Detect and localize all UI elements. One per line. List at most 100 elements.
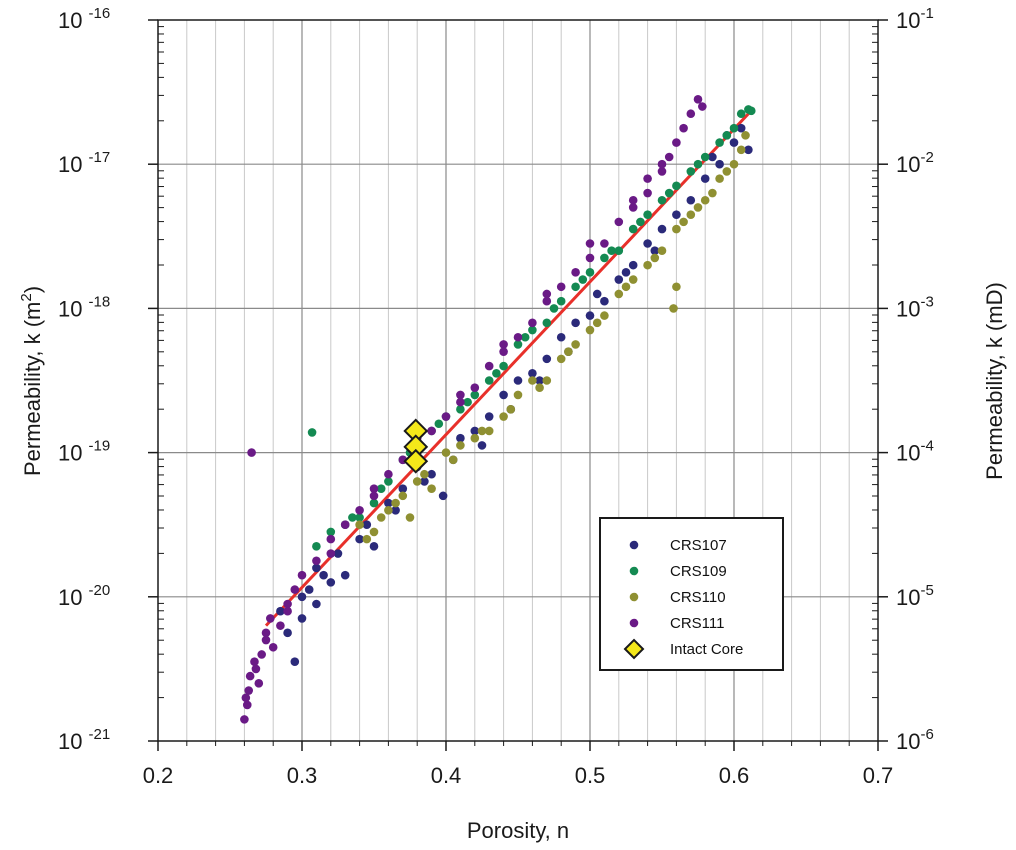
point-crs110 (369, 527, 379, 537)
point-crs109 (607, 246, 616, 256)
point-crs109 (693, 159, 703, 169)
point-crs110 (741, 131, 750, 140)
point-crs107 (484, 412, 494, 421)
point-crs111 (657, 167, 667, 176)
point-crs107 (542, 354, 552, 364)
point-crs111 (456, 390, 465, 400)
point-crs110 (592, 318, 602, 328)
point-crs111 (542, 296, 552, 306)
point-crs110 (398, 491, 408, 501)
point-crs110 (384, 505, 393, 515)
point-crs109 (499, 361, 508, 371)
point-crs107 (715, 159, 724, 169)
point-crs107 (744, 145, 753, 155)
point-crs109 (657, 195, 667, 205)
y-tick-label-left: 10 -18 (58, 293, 110, 321)
point-crs111 (340, 520, 350, 529)
point-crs109 (729, 123, 739, 133)
point-crs110 (528, 376, 537, 385)
point-crs111 (251, 664, 261, 674)
point-crs107 (535, 376, 544, 385)
point-crs111 (326, 549, 336, 558)
x-tick-label: 0.6 (719, 763, 750, 788)
data-points (240, 95, 756, 724)
point-crs107 (700, 174, 710, 183)
point-crs109 (636, 217, 645, 227)
point-crs109 (376, 484, 386, 493)
point-crs109 (484, 376, 494, 385)
y-tick-label-right: 10-2 (896, 149, 934, 177)
point-crs111 (297, 570, 307, 580)
point-crs107 (600, 296, 609, 306)
point-crs111 (672, 138, 681, 147)
point-crs107 (276, 606, 285, 616)
point-crs107 (736, 123, 746, 133)
point-crs110 (499, 412, 508, 421)
legend-marker-crs109 (629, 566, 639, 576)
point-crs107 (362, 520, 372, 529)
legend-label-intact-core: Intact Core (670, 641, 743, 658)
point-crs109 (470, 390, 480, 400)
point-crs110 (355, 520, 364, 529)
point-crs111 (657, 159, 667, 169)
point-crs110 (542, 376, 552, 385)
point-crs110 (564, 347, 573, 356)
point-crs109 (585, 268, 595, 277)
point-crs111 (241, 693, 251, 703)
point-crs107 (621, 268, 631, 277)
y-tick-label-left: 10 -21 (58, 726, 110, 754)
point-crs110 (628, 275, 638, 284)
point-crs110 (556, 354, 566, 364)
point-crs107 (319, 570, 328, 580)
point-crs110 (571, 340, 580, 349)
point-crs109 (513, 340, 523, 349)
point-crs109 (571, 282, 580, 292)
point-crs111 (257, 650, 266, 659)
point-crs110 (700, 195, 710, 205)
ticks: 0.2 0.3 0.4 0.5 0.6 0.7 10-16 10-17 10-18 10-19 10… (58, 5, 934, 788)
point-crs110 (477, 426, 487, 436)
point-crs111 (528, 318, 537, 328)
legend-label-crs107: CRS107 (670, 537, 727, 554)
legend-marker-intact-core (623, 638, 645, 660)
point-crs111 (369, 491, 379, 501)
y-tick-label-right: 10-1 (896, 5, 934, 33)
legend: CRS107 CRS109 CRS110 CRS111 Intact Core (599, 517, 784, 671)
y-tick-label-left: 10 -19 (58, 438, 110, 466)
y-tick-label-right: 10-6 (896, 726, 934, 754)
point-crs111 (254, 679, 264, 688)
point-crs111 (245, 671, 255, 681)
point-crs111 (441, 412, 451, 421)
point-intact-core (403, 448, 429, 474)
plot-frame (157, 19, 879, 742)
point-crs109 (715, 138, 724, 147)
point-crs110 (736, 145, 746, 155)
y-tick-label-left: 10 -17 (58, 149, 110, 177)
point-crs110 (412, 477, 422, 486)
point-crs111 (261, 635, 271, 645)
point-crs111 (470, 383, 480, 393)
point-crs110 (621, 282, 631, 292)
point-crs107 (643, 239, 652, 248)
point-crs107 (470, 426, 480, 436)
point-crs107 (391, 505, 400, 515)
point-crs111 (456, 397, 465, 407)
point-crs107 (297, 614, 307, 623)
point-crs109 (312, 542, 321, 551)
point-crs107 (686, 195, 696, 205)
point-crs111 (614, 217, 624, 227)
point-crs109 (643, 210, 652, 219)
point-crs109 (542, 318, 552, 328)
point-crs107 (628, 260, 638, 270)
point-crs111 (261, 628, 271, 638)
point-crs111 (513, 332, 523, 342)
point-crs109 (628, 224, 638, 234)
point-crs110 (448, 455, 458, 465)
point-crs110 (672, 224, 681, 234)
point-crs109 (348, 513, 357, 522)
y-tick-label-right: 10-4 (896, 438, 934, 466)
point-crs110 (470, 433, 480, 443)
point-crs111 (628, 203, 638, 212)
point-crs110 (722, 167, 732, 176)
